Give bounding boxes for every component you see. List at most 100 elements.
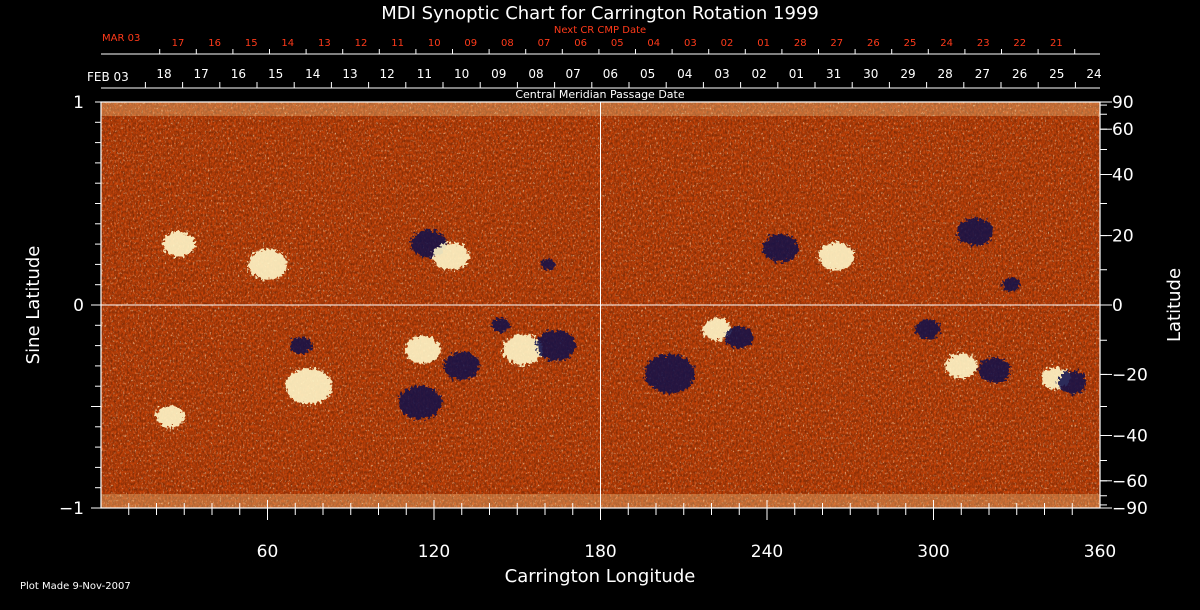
x-axis-label: Carrington Longitude [505, 566, 696, 587]
active-region-positive [162, 231, 195, 257]
cmp-date-axis: FEB 03 18 17 16 15 14 13 12 11 10 09 08 07 06 05 04 03 0… [87, 67, 1102, 101]
red-date-tick-label: 01 [757, 38, 770, 49]
red-date-tick-label: 07 [538, 38, 551, 49]
right-y-tick-label: −90 [1112, 499, 1148, 519]
next-cr-month-label: MAR 03 [102, 33, 140, 44]
red-date-tick-label: 23 [977, 38, 990, 49]
cmp-date-tick-label: 06 [603, 67, 618, 81]
red-date-tick-label: 27 [830, 38, 843, 49]
x-tick-label: 60 [257, 542, 279, 562]
active-region-negative [1002, 277, 1021, 292]
red-date-tick-label: 17 [172, 38, 185, 49]
left-y-tick-label: −1 [59, 499, 84, 519]
red-date-tick-label: 06 [574, 38, 587, 49]
red-date-tick-label: 16 [208, 38, 221, 49]
cmp-date-tick-label: 05 [640, 67, 655, 81]
active-region-negative [762, 234, 799, 263]
cmp-date-tick-label: 12 [380, 67, 395, 81]
right-y-tick-label: 20 [1112, 227, 1134, 247]
x-tick-label: 120 [418, 542, 450, 562]
red-date-tick-label: 24 [940, 38, 953, 49]
red-date-tick-label: 25 [904, 38, 917, 49]
active-region-negative [644, 354, 696, 394]
red-date-tick-label: 11 [391, 38, 404, 49]
right-y-tick-label: −60 [1112, 472, 1148, 492]
red-date-tick-label: 10 [428, 38, 441, 49]
cmp-date-tick-label: 30 [863, 67, 878, 81]
chart-title: MDI Synoptic Chart for Carrington Rotati… [381, 3, 819, 24]
cmp-date-tick-label: 14 [305, 67, 320, 81]
red-date-tick-label: 22 [1013, 38, 1026, 49]
active-region-negative [957, 217, 994, 246]
next-cr-axis-label: Next CR CMP Date [554, 25, 646, 36]
red-date-tick-label: 26 [867, 38, 880, 49]
cmp-date-tick-label: 10 [454, 67, 469, 81]
cmp-date-tick-label: 31 [826, 67, 841, 81]
active-region-negative [491, 318, 510, 333]
red-date-tick-label: 08 [501, 38, 514, 49]
cmp-date-tick-label: 29 [900, 67, 915, 81]
active-region-negative [540, 258, 555, 270]
right-y-tick-label: 90 [1112, 93, 1134, 113]
red-date-tick-label: 05 [611, 38, 624, 49]
cmp-date-tick-label: 07 [566, 67, 581, 81]
next-cr-date-axis: Next CR CMP Date MAR 03 17 16 15 14 13 12 11 10… [101, 25, 1100, 55]
red-date-tick-label: 13 [318, 38, 331, 49]
left-y-tick-label: 0 [73, 296, 84, 316]
cmp-date-tick-label: 13 [342, 67, 357, 81]
active-region-positive [247, 249, 288, 280]
x-tick-label: 360 [1084, 542, 1116, 562]
active-region-positive [432, 242, 469, 271]
x-tick-label: 180 [584, 542, 616, 562]
active-region-negative [443, 351, 480, 380]
red-date-tick-label: 15 [245, 38, 258, 49]
active-region-negative [915, 319, 941, 340]
active-region-negative [398, 385, 442, 420]
cmp-date-tick-label: 28 [938, 67, 953, 81]
red-date-tick-label: 03 [684, 38, 697, 49]
red-date-tick-label: 02 [721, 38, 734, 49]
y-axis-label-right: Latitude [1164, 268, 1185, 342]
y-axis-label-left: Sine Latitude [23, 246, 44, 365]
active-region-positive [404, 335, 441, 364]
cmp-date-tick-label: 26 [1012, 67, 1027, 81]
x-tick-label: 240 [751, 542, 783, 562]
cmp-date-tick-label: 24 [1086, 67, 1101, 81]
active-region-positive [285, 368, 333, 405]
active-region-positive [702, 318, 732, 341]
right-y-tick-label: 0 [1112, 296, 1123, 316]
red-date-tick-label: 28 [794, 38, 807, 49]
cmp-date-tick-label: 09 [491, 67, 506, 81]
cmp-date-tick-label: 18 [156, 67, 171, 81]
cmp-date-tick-label: 15 [268, 67, 283, 81]
cmp-month-label: FEB 03 [87, 70, 129, 84]
red-date-tick-label: 04 [647, 38, 660, 49]
cmp-date-tick-label: 16 [231, 67, 246, 81]
left-y-tick-label: 1 [73, 93, 84, 113]
active-region-positive [503, 334, 543, 366]
cmp-date-tick-label: 11 [417, 67, 432, 81]
red-date-tick-label: 21 [1050, 38, 1063, 49]
red-date-tick-label: 14 [281, 38, 294, 49]
active-region-positive [818, 242, 855, 271]
cmp-date-tick-label: 08 [528, 67, 543, 81]
x-tick-label: 300 [917, 542, 949, 562]
active-region-negative [290, 337, 312, 354]
red-date-tick-label: 09 [464, 38, 477, 49]
right-y-tick-label: 60 [1112, 120, 1134, 140]
active-region-positive [155, 405, 185, 428]
cmp-axis-label: Central Meridian Passage Date [515, 88, 684, 101]
right-y-tick-label: −20 [1112, 365, 1148, 385]
active-region-negative [978, 357, 1011, 383]
cmp-date-tick-label: 25 [1049, 67, 1064, 81]
magnetogram-field [101, 102, 1100, 508]
cmp-date-tick-label: 17 [194, 67, 209, 81]
cmp-date-tick-label: 02 [752, 67, 767, 81]
active-region-negative [536, 330, 576, 361]
active-region-negative [1057, 370, 1087, 394]
right-y-tick-label: −40 [1112, 426, 1148, 446]
active-region-negative [724, 326, 754, 349]
cmp-date-tick-label: 27 [975, 67, 990, 81]
plot-made-note: Plot Made 9-Nov-2007 [20, 581, 131, 592]
